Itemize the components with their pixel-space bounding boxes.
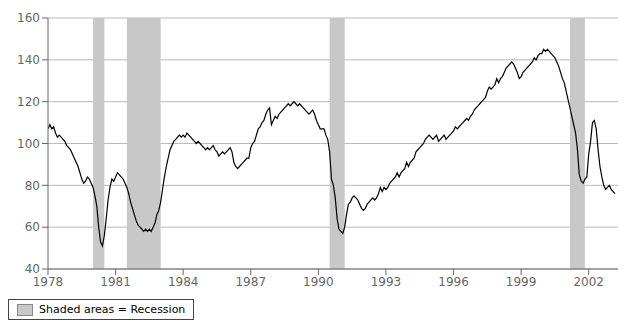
html-text:Shaded areas = Recession: Shaded areas = Recession [39,303,186,316]
svg-text:100: 100 [17,137,40,151]
svg-text:160: 160 [17,11,40,25]
svg-text:1990: 1990 [303,275,334,289]
svg-text:60: 60 [25,220,40,234]
svg-text:2002: 2002 [573,275,604,289]
svg-text:1996: 1996 [438,275,469,289]
svg-text:1978: 1978 [33,275,64,289]
svg-text:1999: 1999 [506,275,537,289]
svg-text:40: 40 [25,262,40,276]
svg-text:1993: 1993 [371,275,402,289]
svg-text:1987: 1987 [235,275,266,289]
svg-text:1984: 1984 [168,275,199,289]
svg-text:80: 80 [25,179,40,193]
svg-text:120: 120 [17,95,40,109]
svg-text:140: 140 [17,53,40,67]
svg-text:1981: 1981 [100,275,131,289]
